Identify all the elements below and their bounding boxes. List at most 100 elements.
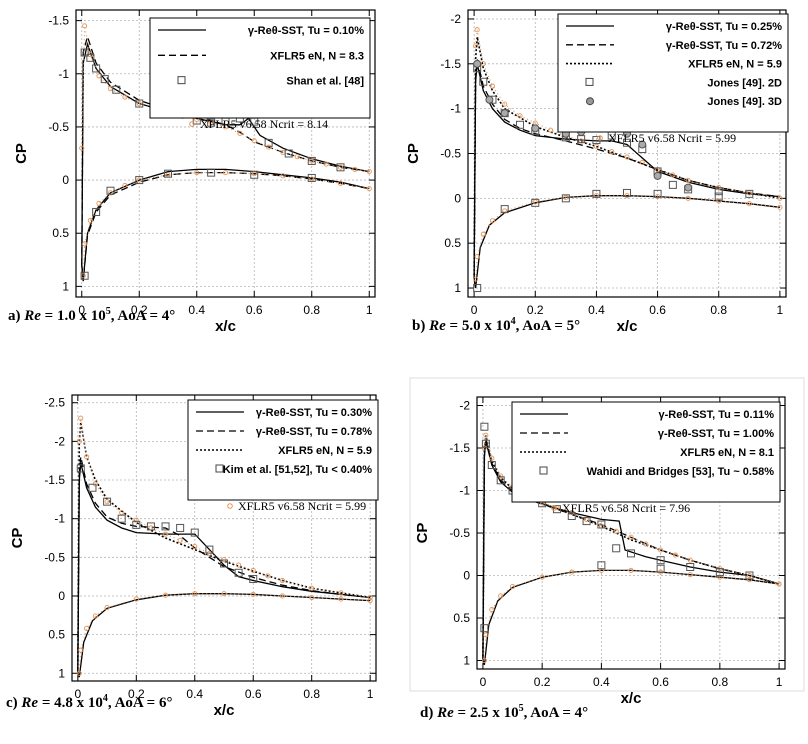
orange-marker (250, 567, 256, 574)
orange-marker (192, 591, 198, 597)
orange-marker (716, 198, 722, 204)
series-group (480, 422, 782, 666)
orange-marker (489, 606, 495, 613)
orange-marker (548, 127, 554, 133)
legend: γ-Reθ-SST, Tu = 0.30% γ-Reθ-SST, Tu = 0.7… (187, 399, 379, 513)
orange-marker (502, 101, 508, 107)
legend-orange-marker (597, 135, 603, 141)
data-point-square (582, 517, 591, 526)
orange-marker (265, 573, 271, 579)
y-tick-label: -1 (54, 512, 65, 526)
x-tick-label: 0.4 (588, 303, 605, 317)
orange-marker (309, 594, 315, 601)
data-point-square (112, 85, 121, 94)
legend-orange-label: XFLR5 v6.58 Ncrit = 7.96 (562, 501, 690, 515)
chart-panel-b: 0 0.2 0.4 0.6 0.8 1 -2 -1.5 -1 -0.5 0 0.5 1 x/c CP γ-Re… (405, 9, 789, 335)
legend-entry-label: Shan et al. [48] (286, 76, 364, 88)
data-point-square (479, 77, 488, 86)
y-tick-label: 0 (463, 569, 470, 583)
data-point-square (190, 528, 199, 537)
x-tick-label: 0.2 (527, 303, 544, 317)
orange-marker (162, 531, 169, 537)
orange-marker (480, 61, 486, 67)
data-point-square (307, 156, 316, 165)
orange-marker (776, 581, 782, 587)
orange-marker (474, 254, 480, 260)
caption-re-value: = 1.0 x 10 (40, 308, 106, 324)
data-point-square (500, 205, 509, 214)
x-tick-label: 0.6 (245, 687, 262, 701)
legend-box (557, 13, 789, 133)
caption-re-value: = 2.5 x 10 (453, 705, 519, 721)
data-point-square (88, 483, 97, 492)
data-point-square (284, 149, 293, 158)
chart-panel-d: 0 0.2 0.4 0.6 0.8 1 -2 -1.5 -1 -0.5 0 0.5 1 x/c CP γ-Re… (409, 377, 805, 707)
panel-caption-b: b) Re = 5.0 x 104, AoA = 5° (412, 316, 580, 335)
data-point-square (473, 284, 482, 293)
data-point-square (176, 523, 185, 532)
orange-marker (250, 591, 256, 597)
legend-orange-marker (189, 121, 195, 127)
orange-marker (489, 218, 496, 224)
orange-marker (498, 473, 504, 479)
orange-marker (294, 154, 300, 160)
caption-label: a) (8, 308, 25, 324)
data-point-square (135, 176, 144, 185)
orange-marker (481, 445, 487, 451)
legend-entry-label: Jones [49]. 2D (707, 77, 782, 89)
data-point-square (531, 198, 540, 207)
orange-marker (473, 43, 479, 49)
data-point-square (597, 561, 606, 570)
x-tick-label: 0.8 (303, 303, 320, 317)
x-axis-label: x/c (621, 690, 642, 707)
orange-marker (236, 562, 242, 568)
data-point-square (656, 556, 665, 565)
series-line (81, 168, 370, 282)
x-tick-label: 0 (480, 675, 487, 689)
legend-orange-marker (551, 505, 557, 511)
orange-marker (474, 27, 480, 33)
orange-marker (280, 173, 286, 179)
caption-label: b) (412, 318, 430, 334)
orange-marker (480, 231, 486, 237)
orange-marker (78, 647, 84, 653)
orange-marker (489, 83, 496, 89)
orange-marker (643, 541, 649, 547)
orange-marker (685, 177, 691, 183)
data-point-square (103, 497, 112, 506)
orange-marker (192, 543, 198, 550)
data-point-square (207, 118, 216, 127)
data-point-square (552, 505, 561, 514)
y-tick-label: -1 (58, 67, 69, 81)
legend-entry-label: Kim et al. [51,52], Tu < 0.40% (223, 464, 372, 476)
orange-marker (136, 100, 142, 107)
orange-marker (177, 537, 183, 543)
orange-marker (104, 605, 110, 611)
x-tick-label: 0.8 (712, 675, 729, 689)
legend-square-marker (585, 77, 594, 86)
orange-marker (366, 186, 372, 192)
y-tick-label: -2 (459, 399, 470, 413)
y-tick-label: 1 (463, 654, 470, 668)
orange-marker (237, 130, 243, 136)
orange-marker (624, 154, 630, 160)
data-point-square (714, 192, 723, 201)
data-point-square (480, 422, 489, 431)
y-tick-label: 0.5 (453, 611, 470, 625)
series-line (475, 195, 780, 280)
legend-entry-label: γ-Reθ-SST, Tu = 0.10% (248, 25, 364, 37)
data-point-square (745, 189, 754, 198)
caption-label: c) (6, 695, 22, 711)
orange-marker (251, 138, 257, 144)
orange-marker (517, 113, 523, 119)
legend-circle-marker (586, 97, 594, 106)
data-point-square (92, 64, 101, 73)
orange-marker (569, 569, 575, 575)
y-axis-label: CP (405, 143, 422, 164)
legend-entry-label: XFLR5 eN, N = 8.3 (270, 50, 364, 62)
series-line (473, 195, 780, 289)
orange-marker (338, 590, 344, 596)
panel-caption-a: a) Re = 1.0 x 105, AoA = 4° (8, 306, 175, 325)
x-tick-label: 1 (776, 675, 783, 689)
data-point-square (80, 271, 89, 280)
